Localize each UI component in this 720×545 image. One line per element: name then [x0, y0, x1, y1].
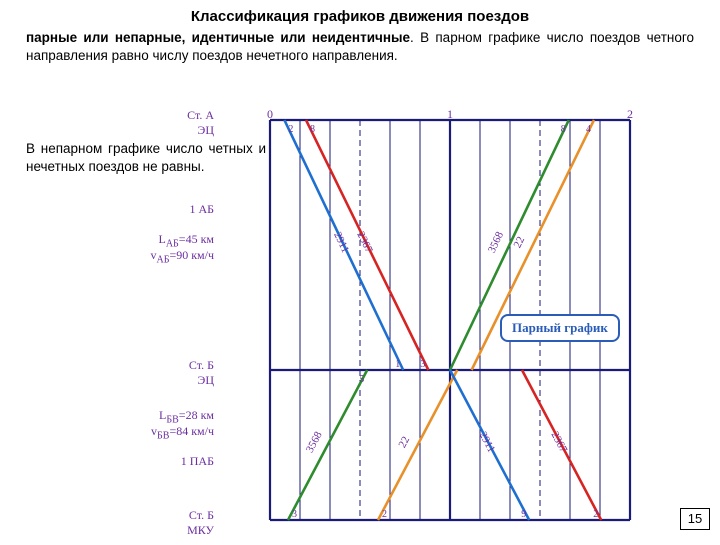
station-b-label: Ст. БЭЦ: [130, 358, 214, 388]
speed-bv-label: vБВ=84 км/ч: [130, 424, 214, 441]
svg-text:1: 1: [395, 359, 400, 370]
svg-text:3568: 3568: [304, 429, 325, 454]
length-ab-label: LАБ=45 км: [130, 232, 214, 249]
page-number: 15: [680, 508, 710, 530]
station-a-label: Ст. АЭЦ: [130, 108, 214, 138]
svg-text:3: 3: [292, 509, 297, 520]
page-title: Классификация графиков движения поездов: [0, 0, 720, 25]
intro-paragraph: парные или непарные, идентичные или неид…: [0, 25, 720, 64]
section-ab-label: 1 АБ: [130, 202, 214, 217]
svg-text:2911: 2911: [331, 230, 351, 255]
svg-text:9: 9: [521, 509, 526, 520]
speed-ab-label: vАБ=90 км/ч: [130, 248, 214, 265]
section-pab-label: 1 ПАБ: [130, 454, 214, 469]
svg-text:4: 4: [586, 124, 591, 135]
length-bv-label: LБВ=28 км: [130, 408, 214, 425]
svg-text:3: 3: [420, 359, 425, 370]
svg-text:2: 2: [593, 509, 598, 520]
chart-badge: Парный график: [500, 314, 620, 342]
svg-text:2: 2: [382, 509, 387, 520]
svg-text:3568: 3568: [486, 229, 506, 254]
train-graph-chart: Ст. АЭЦ 1 АБ LАБ=45 км vАБ=90 км/ч Ст. Б…: [210, 110, 650, 530]
intro-bold: парные или непарные, идентичные или неид…: [26, 30, 410, 45]
svg-text:8: 8: [310, 124, 315, 135]
svg-text:8: 8: [561, 124, 566, 135]
svg-text:2: 2: [288, 124, 293, 135]
svg-text:22: 22: [396, 435, 412, 450]
station-b2-label: Ст. БМКУ: [130, 508, 214, 538]
svg-text:2367: 2367: [354, 230, 375, 255]
svg-text:5: 5: [359, 374, 364, 385]
